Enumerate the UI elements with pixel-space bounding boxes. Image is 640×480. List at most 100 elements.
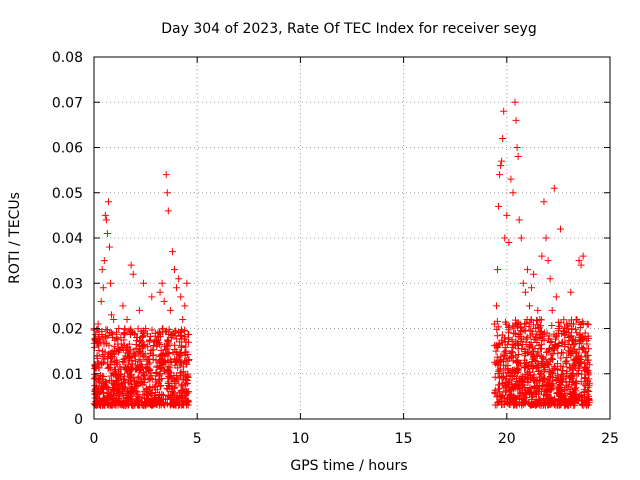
data-point [103, 384, 111, 392]
data-point [578, 343, 586, 351]
data-point [577, 358, 585, 366]
data-point [184, 401, 192, 409]
data-point [132, 365, 140, 373]
data-point [494, 385, 502, 393]
data-point [179, 315, 187, 323]
data-point [583, 320, 591, 328]
data-point [577, 261, 585, 269]
data-point [554, 325, 562, 332]
data-point [95, 347, 103, 355]
data-point [525, 368, 533, 376]
y-tick-label: 0.05 [52, 186, 83, 202]
data-point [520, 326, 528, 334]
data-point [552, 333, 560, 341]
data-point [505, 239, 513, 247]
data-point [171, 361, 179, 369]
data-point [179, 363, 187, 371]
data-point [98, 351, 106, 359]
data-point [169, 348, 177, 356]
data-point [129, 270, 137, 278]
data-point [105, 243, 113, 251]
data-point [515, 359, 523, 367]
data-point [561, 343, 569, 351]
data-point [504, 366, 512, 374]
y-tick-labels: 0 0.01 0.02 0.03 0.04 0.05 0.06 0.07 0.08 [52, 50, 83, 428]
data-point [506, 392, 514, 400]
data-point [532, 333, 540, 341]
data-point [584, 321, 592, 329]
data-point [521, 399, 529, 407]
data-point [544, 257, 552, 265]
data-point [501, 397, 509, 405]
data-point [91, 361, 99, 369]
data-point [144, 390, 152, 398]
data-point [494, 266, 502, 274]
data-point [164, 392, 172, 400]
data-point [148, 326, 156, 334]
data-point [554, 365, 562, 373]
data-point [95, 379, 103, 387]
data-point [522, 319, 530, 327]
data-point [528, 284, 536, 292]
data-point [155, 339, 163, 347]
data-point [565, 363, 573, 371]
data-point [98, 385, 106, 393]
data-point [535, 367, 543, 375]
data-point [541, 363, 549, 371]
data-point [536, 315, 544, 323]
data-point [156, 288, 164, 296]
y-tick-label: 0.06 [52, 141, 83, 157]
data-point [503, 354, 511, 362]
data-point [490, 320, 498, 328]
data-point [181, 327, 189, 335]
data-point [558, 388, 566, 396]
data-point [575, 363, 583, 371]
data-point [109, 334, 117, 342]
data-point [515, 330, 523, 338]
data-point [531, 377, 539, 385]
data-point [563, 354, 571, 362]
data-point [170, 385, 178, 393]
data-point [518, 345, 526, 353]
data-point [500, 384, 508, 392]
x-tick-label: 5 [193, 431, 202, 447]
data-point [155, 394, 163, 402]
data-point [572, 380, 580, 388]
data-point [534, 367, 542, 375]
data-point [152, 398, 160, 406]
y-tick-label: 0.07 [52, 95, 83, 111]
data-point [491, 373, 499, 381]
data-point [566, 332, 574, 340]
data-point [568, 398, 576, 406]
data-point [131, 352, 139, 360]
data-point [105, 363, 113, 371]
data-point [546, 275, 554, 283]
data-point [514, 153, 522, 161]
data-point [123, 315, 131, 323]
data-point [124, 352, 132, 360]
data-point [578, 359, 586, 367]
data-point [177, 293, 185, 301]
data-point [135, 356, 143, 364]
data-point [112, 401, 120, 409]
data-point [133, 388, 141, 396]
data-point [165, 340, 173, 348]
x-axis-label: GPS time / hours [290, 458, 407, 474]
data-point [539, 378, 547, 386]
data-point [108, 311, 116, 319]
data-point [136, 378, 144, 386]
data-point [96, 372, 104, 380]
data-point [143, 387, 151, 395]
data-point [548, 354, 556, 362]
data-point [171, 341, 179, 349]
data-point [156, 333, 164, 341]
data-point [558, 339, 566, 347]
data-point [497, 162, 505, 170]
data-point [507, 367, 515, 375]
data-point [182, 348, 190, 356]
data-point [495, 341, 503, 349]
data-point [562, 378, 570, 386]
data-point [527, 401, 535, 409]
data-point [583, 340, 591, 348]
data-point [129, 374, 137, 382]
